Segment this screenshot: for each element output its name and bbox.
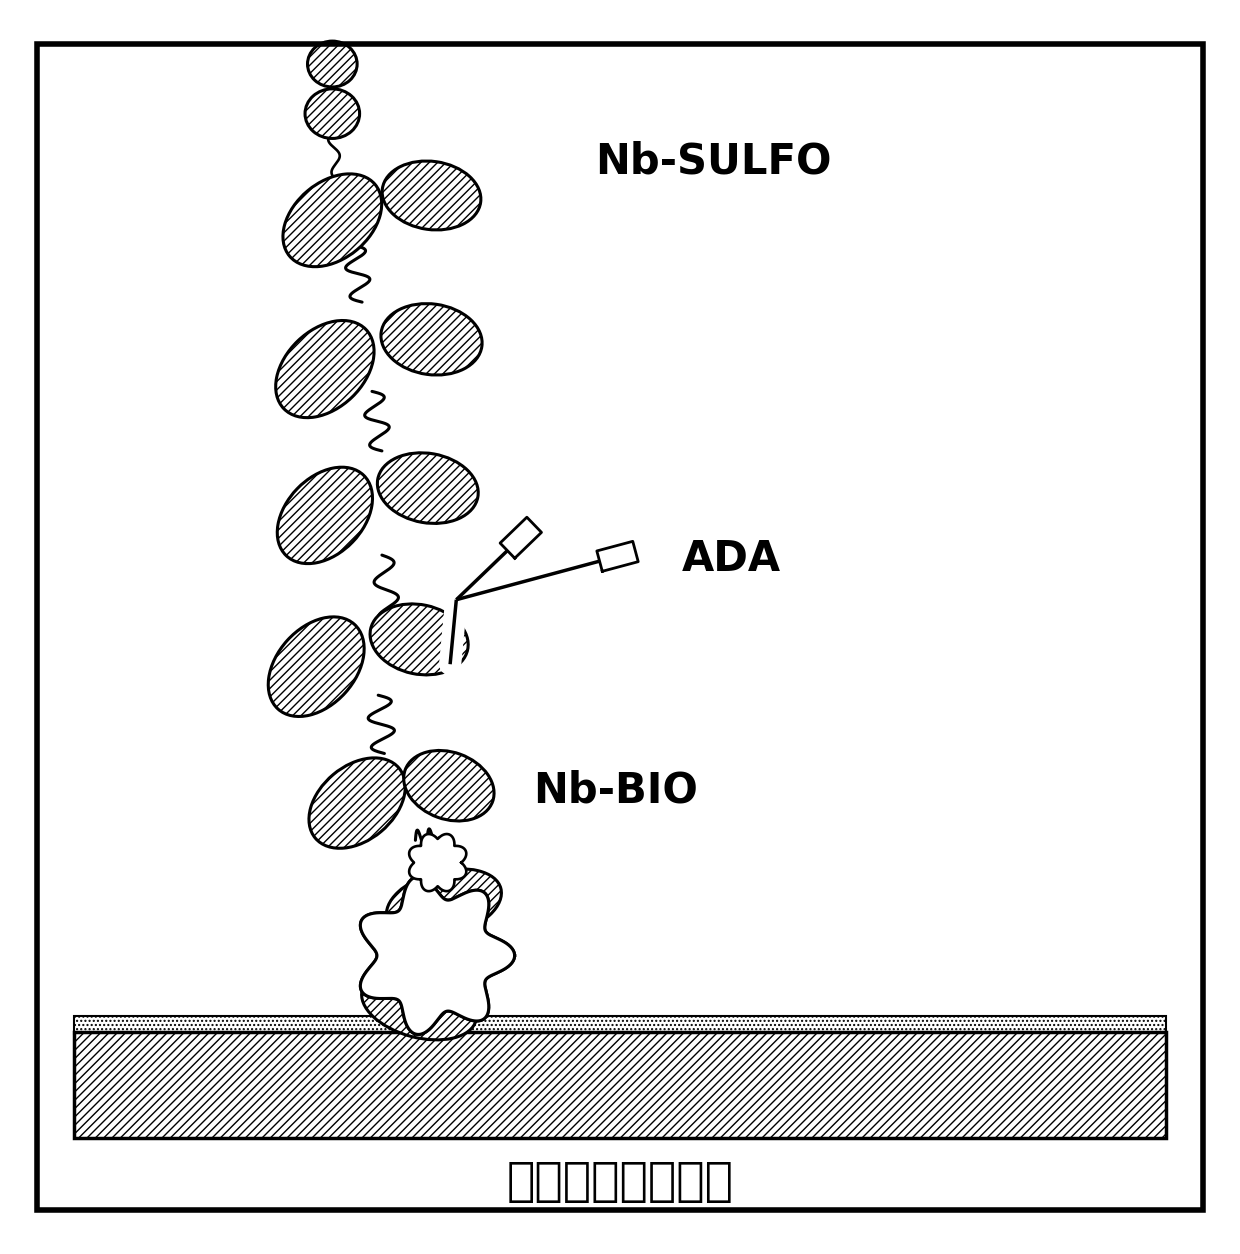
Text: Nb-BIO: Nb-BIO [533, 770, 698, 811]
Ellipse shape [382, 161, 481, 229]
Ellipse shape [370, 604, 469, 675]
Bar [74, 1016, 1166, 1033]
Ellipse shape [381, 303, 482, 375]
Polygon shape [596, 542, 639, 572]
Ellipse shape [362, 971, 476, 1040]
Bar [74, 1032, 1166, 1137]
Ellipse shape [305, 89, 360, 138]
Ellipse shape [283, 174, 382, 267]
Ellipse shape [278, 468, 372, 563]
Polygon shape [361, 877, 515, 1035]
Ellipse shape [387, 869, 501, 938]
Text: 链霍抗生物素蛋白: 链霍抗生物素蛋白 [506, 1160, 734, 1205]
Ellipse shape [275, 321, 374, 418]
Ellipse shape [268, 617, 365, 716]
Text: Nb-SULFO: Nb-SULFO [595, 140, 832, 183]
Polygon shape [500, 517, 542, 558]
Ellipse shape [309, 757, 405, 848]
Polygon shape [361, 877, 515, 1035]
Text: ADA: ADA [682, 538, 781, 579]
Ellipse shape [308, 41, 357, 87]
Ellipse shape [377, 453, 479, 523]
Ellipse shape [404, 750, 494, 821]
Polygon shape [409, 834, 466, 892]
